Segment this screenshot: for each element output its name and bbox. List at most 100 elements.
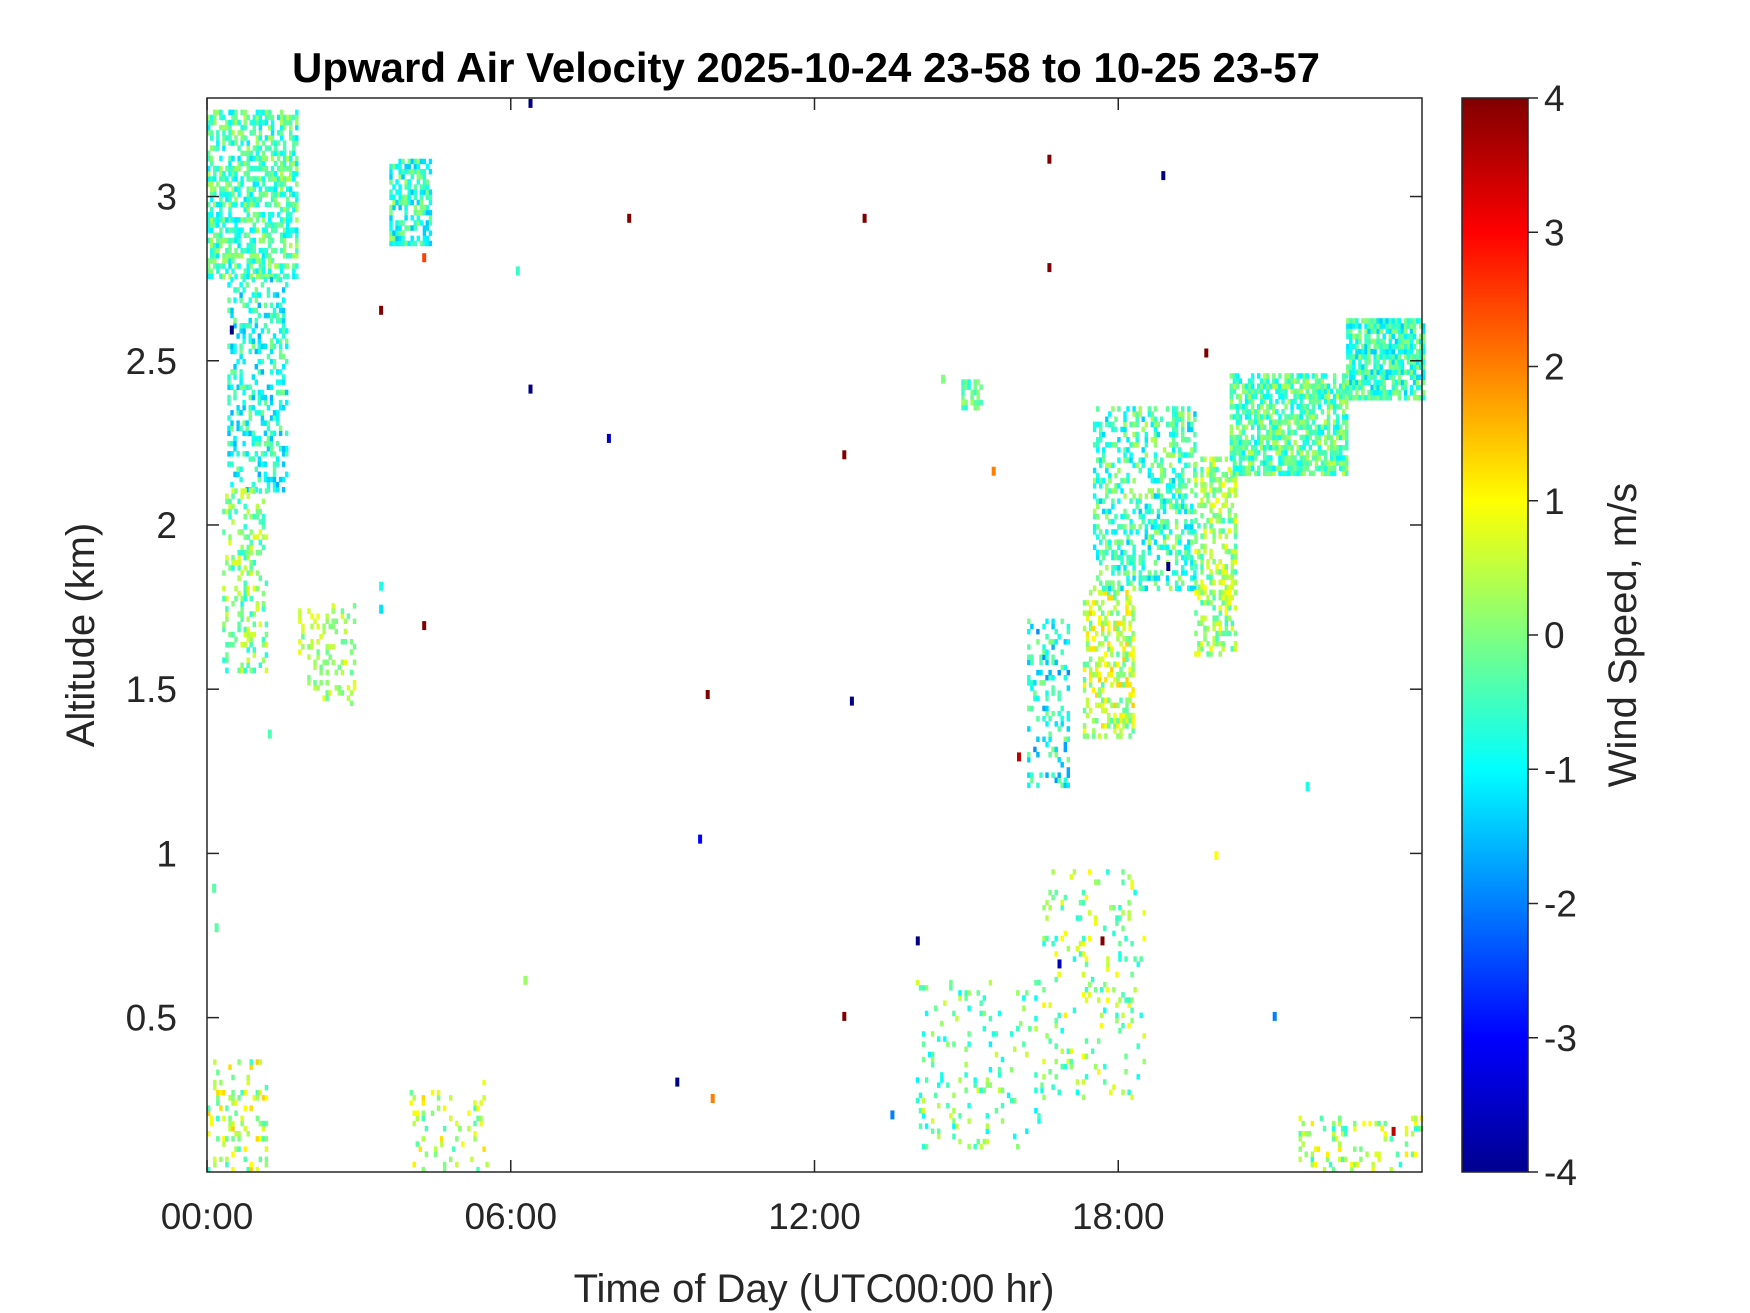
heatmap-cell: [1109, 1089, 1113, 1095]
heatmap-cell: [269, 348, 274, 355]
heatmap-cell: [1174, 472, 1179, 479]
heatmap-cell: [231, 493, 235, 499]
heatmap-cell: [1364, 318, 1368, 324]
heatmap-cell: [1227, 600, 1231, 606]
heatmap-cell: [952, 1108, 956, 1114]
heatmap-cell: [1016, 1143, 1020, 1150]
heatmap-cell: [263, 476, 268, 483]
heatmap-cell: [1323, 383, 1328, 389]
heatmap-cell: [1096, 534, 1100, 540]
heatmap-cell: [1104, 733, 1108, 739]
heatmap-cell: [1054, 777, 1058, 783]
heatmap-cell: [1329, 404, 1334, 410]
heatmap-cell: [389, 179, 393, 185]
heatmap-cell: [1370, 389, 1374, 396]
heatmap-cell: [240, 109, 244, 116]
heatmap-cell: [1078, 951, 1083, 957]
x-tick-label: 06:00: [464, 1196, 557, 1237]
heatmap-cell: [227, 297, 231, 303]
heatmap-cell: [1298, 1146, 1302, 1152]
heatmap-cell: [455, 1161, 459, 1168]
heatmap-cell: [246, 657, 250, 663]
heatmap-cell: [261, 263, 266, 269]
heatmap-cell: [1260, 419, 1264, 425]
heatmap-cell: [1131, 666, 1135, 673]
heatmap-cell: [295, 124, 299, 131]
heatmap-cell: [1096, 513, 1100, 520]
heatmap-cell: [272, 312, 277, 319]
heatmap-cell: [1159, 467, 1164, 474]
heatmap-cell: [1212, 461, 1216, 468]
heatmap-cell: [1235, 373, 1240, 379]
heatmap-cell: [279, 124, 284, 131]
heatmap-cell: [1212, 533, 1216, 539]
heatmap-cell: [289, 155, 293, 162]
heatmap-cell: [1332, 465, 1337, 471]
heatmap-cell: [994, 1108, 999, 1114]
heatmap-cell: [1422, 374, 1426, 380]
heatmap-cell: [1422, 354, 1426, 360]
heatmap-cell: [228, 1125, 232, 1132]
heatmap-cell: [1317, 429, 1322, 436]
heatmap-cell: [246, 554, 250, 561]
heatmap-cell: [237, 575, 241, 581]
heatmap-cell: [1181, 452, 1185, 458]
heatmap-cell: [237, 217, 241, 223]
heatmap-cell: [1123, 524, 1127, 530]
heatmap-cell: [1101, 641, 1105, 647]
heatmap-point: [675, 1077, 680, 1087]
heatmap-cell: [276, 212, 281, 218]
heatmap-cell: [398, 204, 402, 211]
heatmap-cell: [234, 165, 238, 172]
heatmap-cell: [428, 240, 433, 247]
heatmap-cell: [973, 389, 977, 395]
heatmap-cell: [255, 217, 259, 223]
heatmap-cell: [1187, 426, 1191, 433]
heatmap-cell: [216, 242, 220, 249]
heatmap-cell: [1030, 705, 1034, 712]
heatmap-cell: [1287, 373, 1291, 379]
heatmap-cell: [1069, 1058, 1073, 1065]
heatmap-cell: [1138, 467, 1142, 474]
heatmap-cell: [1419, 338, 1423, 345]
heatmap-cell: [1224, 605, 1228, 611]
heatmap-cell: [266, 476, 271, 483]
heatmap-cell: [1238, 378, 1243, 384]
heatmap-cell: [1114, 472, 1118, 479]
heatmap-cell: [1162, 472, 1167, 479]
heatmap-cell: [1108, 518, 1112, 525]
heatmap-cell: [1206, 497, 1210, 503]
heatmap-cell: [252, 145, 256, 151]
heatmap-cell: [222, 201, 226, 208]
heatmap-cell: [1088, 620, 1093, 627]
heatmap-cell: [1206, 559, 1210, 565]
heatmap-cell: [231, 109, 235, 116]
heatmap-cell: [1345, 373, 1349, 379]
heatmap-cell: [1101, 630, 1105, 637]
heatmap-cell: [261, 524, 266, 530]
heatmap-cell: [272, 461, 277, 467]
heatmap-cell: [246, 242, 250, 249]
heatmap-cell: [295, 155, 299, 162]
heatmap-cell: [249, 631, 253, 638]
heatmap-cell: [249, 642, 253, 648]
heatmap-cell: [245, 302, 249, 309]
heatmap-cell: [967, 379, 971, 385]
heatmap-cell: [1385, 328, 1389, 334]
heatmap-cell: [1066, 946, 1070, 952]
heatmap-cell: [1229, 424, 1233, 430]
heatmap-cell: [1382, 379, 1386, 386]
heatmap-cell: [1036, 751, 1040, 758]
heatmap-cell: [236, 358, 240, 365]
heatmap-cell: [1253, 470, 1258, 477]
heatmap-cell: [1187, 554, 1191, 561]
heatmap-cell: [1114, 539, 1118, 545]
heatmap-cell: [1104, 677, 1108, 683]
heatmap-cell: [401, 194, 405, 201]
heatmap-cell: [416, 158, 420, 165]
heatmap-cell: [243, 1090, 247, 1096]
heatmap-cell: [281, 487, 286, 493]
heatmap-cell: [257, 456, 261, 462]
heatmap-cell: [254, 348, 258, 355]
heatmap-cell: [1397, 389, 1402, 396]
